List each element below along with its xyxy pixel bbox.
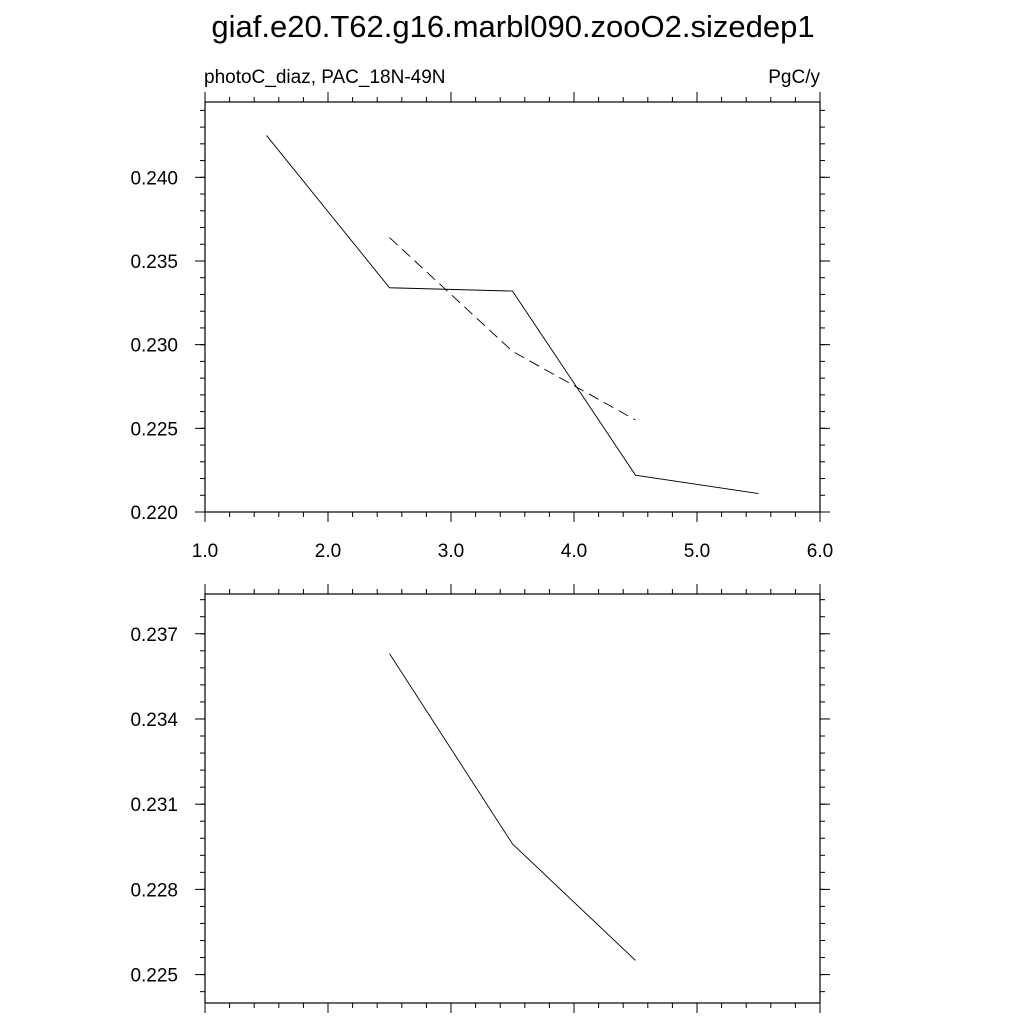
- panel1-series-2-line: [389, 237, 636, 421]
- panel1-series-1-line: [266, 135, 759, 495]
- panel1-y-tick-label: 0.230: [130, 336, 178, 357]
- panel1-x-tick-label: 1.0: [192, 541, 218, 562]
- panel2-y-tick-label: 0.225: [130, 966, 178, 987]
- panel2-y-tick-label: 0.231: [130, 795, 178, 816]
- panel2-frame: [204, 593, 821, 1004]
- panel-1-plot: 1.0 2.0 3.0 4.0 5.0 6.0 0.220 0.225 0.230 0.235 0.…: [130, 92, 833, 562]
- panel1-y-tick-label: 0.220: [130, 503, 178, 524]
- panel2-series-1-line: [389, 653, 636, 961]
- panel1-x-tick-label: 6.0: [807, 541, 833, 562]
- chart-title: giaf.e20.T62.g16.marbl090.zooO2.sizedep1: [211, 9, 814, 44]
- panel1-x-tick-label: 5.0: [684, 541, 710, 562]
- panel1-x-tick-label: 2.0: [315, 541, 341, 562]
- panel2-y-tick-label: 0.237: [130, 625, 178, 646]
- panel1-y-tick-label: 0.235: [130, 252, 178, 273]
- panel1-frame: [204, 101, 821, 513]
- panel1-y-tick-label: 0.240: [130, 168, 178, 189]
- panel1-units-label: PgC/y: [768, 67, 820, 88]
- panel1-x-tick-label: 4.0: [561, 541, 587, 562]
- panel2-y-tick-label: 0.228: [130, 880, 178, 901]
- panel1-left-label: photoC_diaz, PAC_18N-49N: [204, 67, 446, 88]
- panel1-y-tick-label: 0.225: [130, 419, 178, 440]
- panel-2-plot: 0.225 0.228 0.231 0.234 0.237: [130, 584, 830, 1013]
- panel2-y-tick-label: 0.234: [130, 710, 178, 731]
- panel1-x-tick-label: 3.0: [438, 541, 464, 562]
